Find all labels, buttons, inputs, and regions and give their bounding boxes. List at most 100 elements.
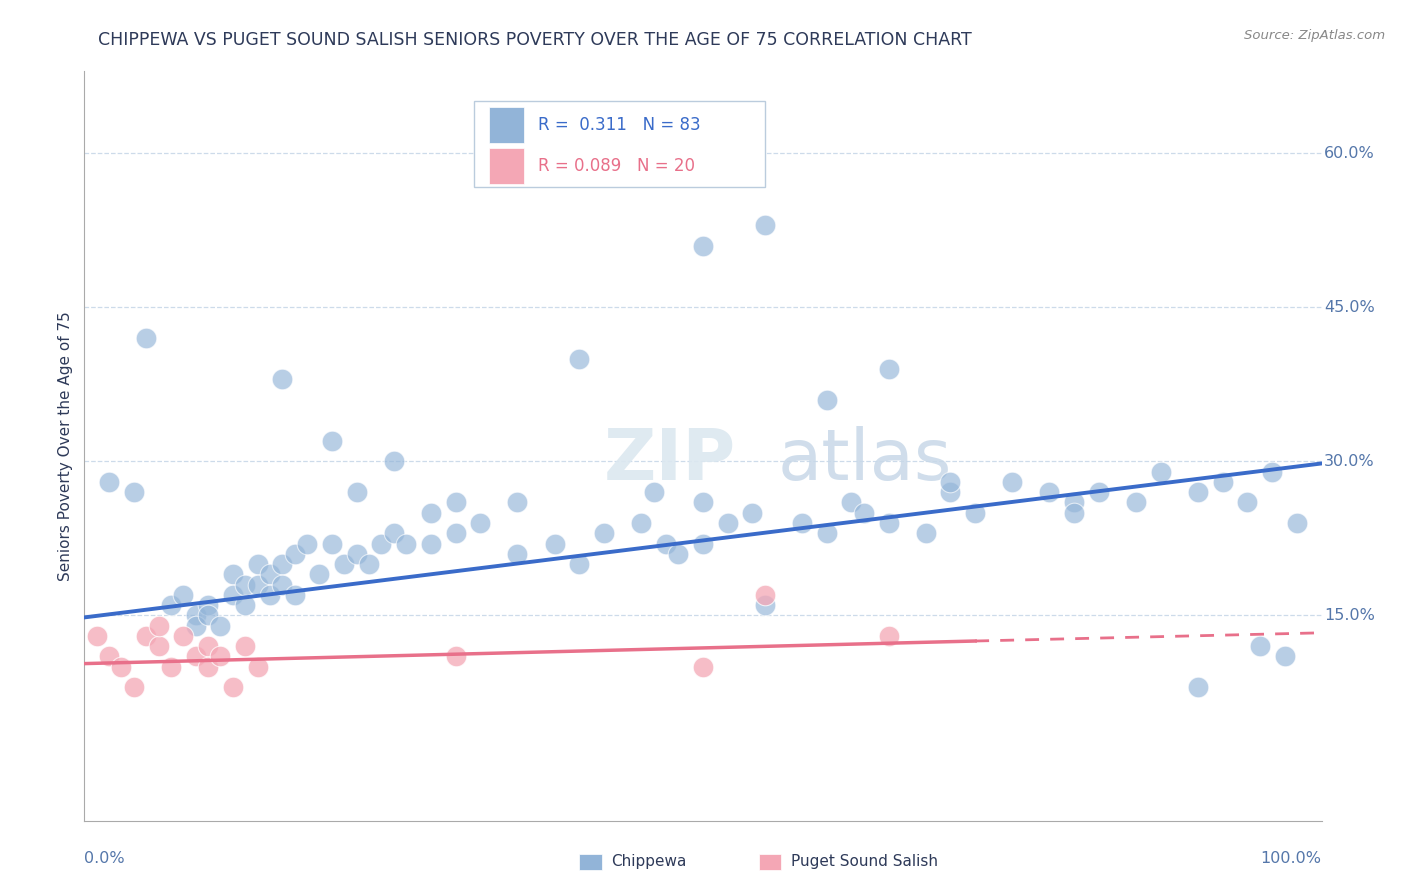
Point (233, 577, 256, 591)
Point (233, 598, 256, 612)
Point (135, 629, 157, 643)
Bar (489, 107, 523, 144)
Bar (489, 148, 523, 184)
Point (222, 588, 245, 602)
Point (321, 536, 343, 550)
Text: 60.0%: 60.0% (1324, 146, 1375, 161)
Point (308, 567, 330, 582)
Text: R =  0.311   N = 83: R = 0.311 N = 83 (538, 117, 702, 135)
Point (666, 547, 689, 561)
Point (1236, 495, 1258, 509)
Point (1063, 506, 1085, 520)
Point (939, 485, 962, 500)
Point (197, 659, 219, 673)
Point (284, 547, 307, 561)
Text: ZIP: ZIP (605, 426, 737, 495)
Point (1001, 475, 1024, 489)
Point (444, 526, 467, 541)
Point (271, 372, 294, 386)
Point (259, 567, 281, 582)
Text: 0.0%: 0.0% (84, 851, 125, 865)
Point (98, 649, 121, 664)
Point (717, 516, 740, 530)
Point (209, 649, 232, 664)
Bar (759, 854, 780, 870)
Point (419, 536, 441, 550)
Text: R = 0.089   N = 20: R = 0.089 N = 20 (538, 157, 696, 175)
Point (877, 629, 900, 643)
Point (1063, 495, 1085, 509)
Point (754, 598, 776, 612)
Text: Puget Sound Salish: Puget Sound Salish (790, 855, 938, 870)
Point (148, 639, 170, 653)
Point (692, 495, 714, 509)
Point (86, 629, 108, 643)
Point (754, 219, 776, 233)
Point (271, 557, 294, 571)
Point (122, 485, 145, 500)
Point (346, 547, 368, 561)
Point (321, 434, 343, 448)
Point (1038, 485, 1060, 500)
Text: atlas: atlas (778, 426, 952, 495)
Point (754, 588, 776, 602)
Point (98, 475, 121, 489)
Point (444, 495, 467, 509)
Point (135, 331, 157, 345)
Point (692, 659, 714, 673)
Point (1187, 680, 1209, 694)
Point (965, 506, 987, 520)
Point (122, 680, 145, 694)
Point (655, 536, 678, 550)
Point (1125, 495, 1147, 509)
Point (841, 495, 863, 509)
Point (1150, 465, 1173, 479)
Point (172, 588, 194, 602)
Y-axis label: Seniors Poverty Over the Age of 75: Seniors Poverty Over the Age of 75 (58, 311, 73, 581)
Text: 30.0%: 30.0% (1324, 454, 1375, 469)
Point (877, 362, 900, 376)
Point (419, 506, 441, 520)
Point (1261, 465, 1284, 479)
Point (914, 526, 936, 541)
Text: Source: ZipAtlas.com: Source: ZipAtlas.com (1244, 29, 1385, 42)
Point (815, 392, 838, 407)
Point (259, 588, 281, 602)
Point (568, 557, 591, 571)
Point (333, 557, 356, 571)
Point (470, 516, 492, 530)
Point (284, 588, 307, 602)
Point (877, 516, 900, 530)
Point (382, 526, 405, 541)
Point (741, 506, 763, 520)
Text: CHIPPEWA VS PUGET SOUND SALISH SENIORS POVERTY OVER THE AGE OF 75 CORRELATION CH: CHIPPEWA VS PUGET SOUND SALISH SENIORS P… (98, 31, 972, 49)
Point (506, 495, 529, 509)
Point (1088, 485, 1111, 500)
Point (246, 557, 269, 571)
Point (148, 618, 170, 632)
Point (790, 516, 813, 530)
Point (160, 598, 183, 612)
Point (382, 454, 405, 468)
Point (593, 526, 616, 541)
Point (271, 577, 294, 591)
Point (1285, 516, 1308, 530)
Point (184, 618, 207, 632)
Point (852, 506, 875, 520)
Point (643, 485, 665, 500)
Point (222, 680, 245, 694)
Bar (579, 854, 602, 870)
Point (246, 659, 269, 673)
Point (370, 536, 392, 550)
Point (295, 536, 318, 550)
Point (692, 536, 714, 550)
Point (160, 659, 183, 673)
Text: 45.0%: 45.0% (1324, 300, 1375, 315)
Point (939, 475, 962, 489)
Point (444, 649, 467, 664)
Point (197, 608, 219, 623)
Point (1274, 649, 1296, 664)
Point (543, 536, 565, 550)
Point (357, 557, 380, 571)
Text: 100.0%: 100.0% (1261, 851, 1322, 865)
